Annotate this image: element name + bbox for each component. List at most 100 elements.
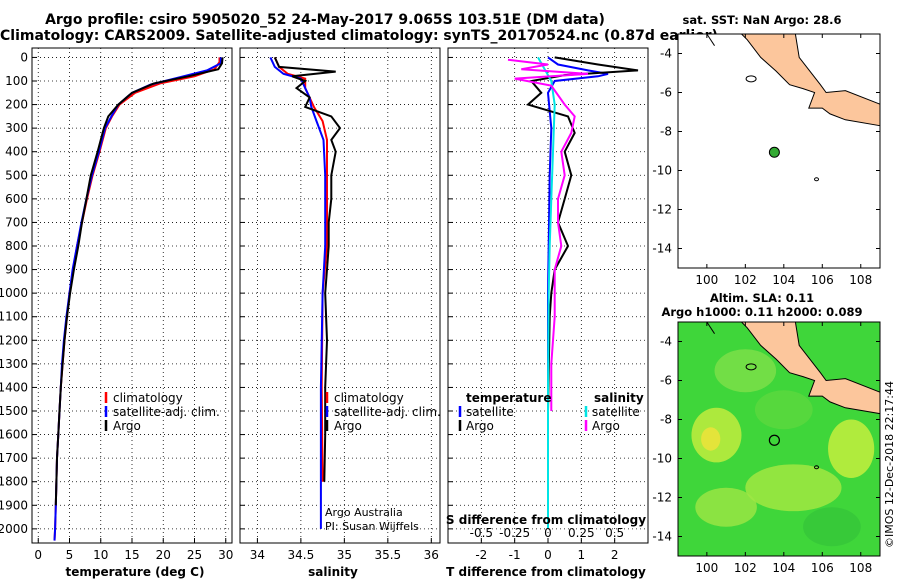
map-y-label: -12 [652,203,672,217]
map-y-label: -6 [660,86,672,100]
y-tick-label: 100 [5,74,28,88]
field-patch [745,464,842,512]
float-marker [768,434,780,446]
y-tick-label: 200 [5,98,28,112]
map-x-label: 106 [811,273,834,287]
map-x-label: 108 [849,561,872,575]
map-x-label: 104 [772,561,795,575]
map-x-label: 100 [695,273,718,287]
map-y-label: -12 [652,491,672,505]
series-argo [273,56,342,482]
map-y-label: -10 [652,452,672,466]
island [706,33,715,46]
diff-legend-t-argo: Argo [466,419,494,433]
diff-legend-t-satellite: satellite [466,405,514,419]
sal-legend-climatology: climatology [334,391,404,405]
x-tick-label: 30 [218,548,233,562]
island [745,75,757,83]
map-x-label: 100 [695,561,718,575]
map-x-label: 106 [811,561,834,575]
series-satellite-adj-clim- [269,56,327,529]
land-mass [740,33,881,127]
series-s-satellite [537,56,556,529]
island [706,321,715,334]
s-tick-label: 0 [544,526,552,540]
y-tick-label: 1400 [0,380,28,394]
map-x-label: 108 [849,273,872,287]
map-x-label: 102 [734,561,757,575]
field-patch [695,487,757,527]
x-tick-label: 0 [544,548,552,562]
difference-panel: -2 -1 0 1 2 -0.5 -0.25 0 0.25 0.5 [447,47,649,562]
x-tick-label: 0 [34,548,42,562]
map-y-label: -14 [652,530,672,544]
field-patch [828,419,875,478]
map-y-label: -4 [660,47,672,61]
y-tick-label: 600 [5,192,28,206]
diff-legend-s-argo: Argo [592,419,620,433]
annotation-pi: PI: Susan Wijffels [325,520,419,533]
x-tick-label: 10 [93,548,108,562]
island [814,465,820,470]
map-frame [677,321,881,557]
s-tick-label: -0.5 [470,526,493,540]
y-tick-label: 900 [5,263,28,277]
sla-map-title-2: Argo h1000: 0.11 h2000: 0.089 [661,305,862,319]
x-tick-label: 1 [578,548,586,562]
sal-legend-satellite-adj: satellite-adj. clim. [334,405,441,419]
chart-title-line2: Climatology: CARS2009. Satellite-adjuste… [0,28,718,44]
x-tick-label: 35.5 [374,548,401,562]
sla-map: 100 102 104 106 108 -4 -6 -8 -10 -12 -14 [652,321,881,575]
x-tick-label: 20 [156,548,171,562]
temperature-xlabel: temperature (deg C) [66,565,205,579]
map-frame [677,33,881,269]
difference-xlabel: T difference from climatology [446,565,646,579]
float-marker [768,146,780,158]
y-tick-label: 300 [5,121,28,135]
map-y-label: -8 [660,413,672,427]
map-y-label: -10 [652,164,672,178]
y-tick-label: 400 [5,145,28,159]
legend-argo: Argo [113,419,141,433]
diff-legend-s-satellite: satellite [592,405,640,419]
land-mass [740,321,881,415]
legend-climatology: climatology [113,391,183,405]
sst-map-title: sat. SST: NaN Argo: 28.6 [682,13,841,27]
y-tick-label: 1500 [0,404,28,418]
x-tick-label: -1 [509,548,521,562]
y-tick-label: 800 [5,239,28,253]
y-tick-label: 1700 [0,451,28,465]
field-patch [714,349,777,393]
salinity-panel: 34 34.5 35 35.5 36 [239,47,441,562]
y-tick-label: 1000 [0,286,28,300]
y-tick-label: 2000 [0,522,28,536]
x-tick-label: 36 [424,548,439,562]
map-y-label: -4 [660,335,672,349]
y-tick-label: 1200 [0,333,28,347]
island [745,363,757,371]
annotation-argo-australia: Argo Australia [325,506,403,519]
imos-credit: ©IMOS 12-Dec-2018 22:17:44 [883,381,896,548]
y-tick-label: 1800 [0,475,28,489]
s-tick-label: 0.5 [605,526,624,540]
x-tick-label: 25 [187,548,202,562]
field-patch [803,507,861,547]
plot-frame [239,47,441,544]
x-tick-label: 5 [66,548,74,562]
s-difference-label: S difference from climatology [446,513,646,527]
series-s-argo [507,58,589,411]
x-tick-label: 15 [124,548,139,562]
island [814,177,820,182]
map-x-label: 102 [734,273,757,287]
diff-legend-temp-title: temperature [466,391,551,405]
sal-legend-argo: Argo [334,419,362,433]
x-tick-label: 34 [250,548,265,562]
y-tick-label: 0 [20,50,28,64]
map-y-label: -8 [660,125,672,139]
salinity-xlabel: salinity [308,565,358,579]
s-tick-label: -0.25 [499,526,530,540]
chart-title-line1: Argo profile: csiro 5905020_52 24-May-20… [45,12,605,28]
y-tick-label: 700 [5,215,28,229]
map-x-label: 104 [772,273,795,287]
